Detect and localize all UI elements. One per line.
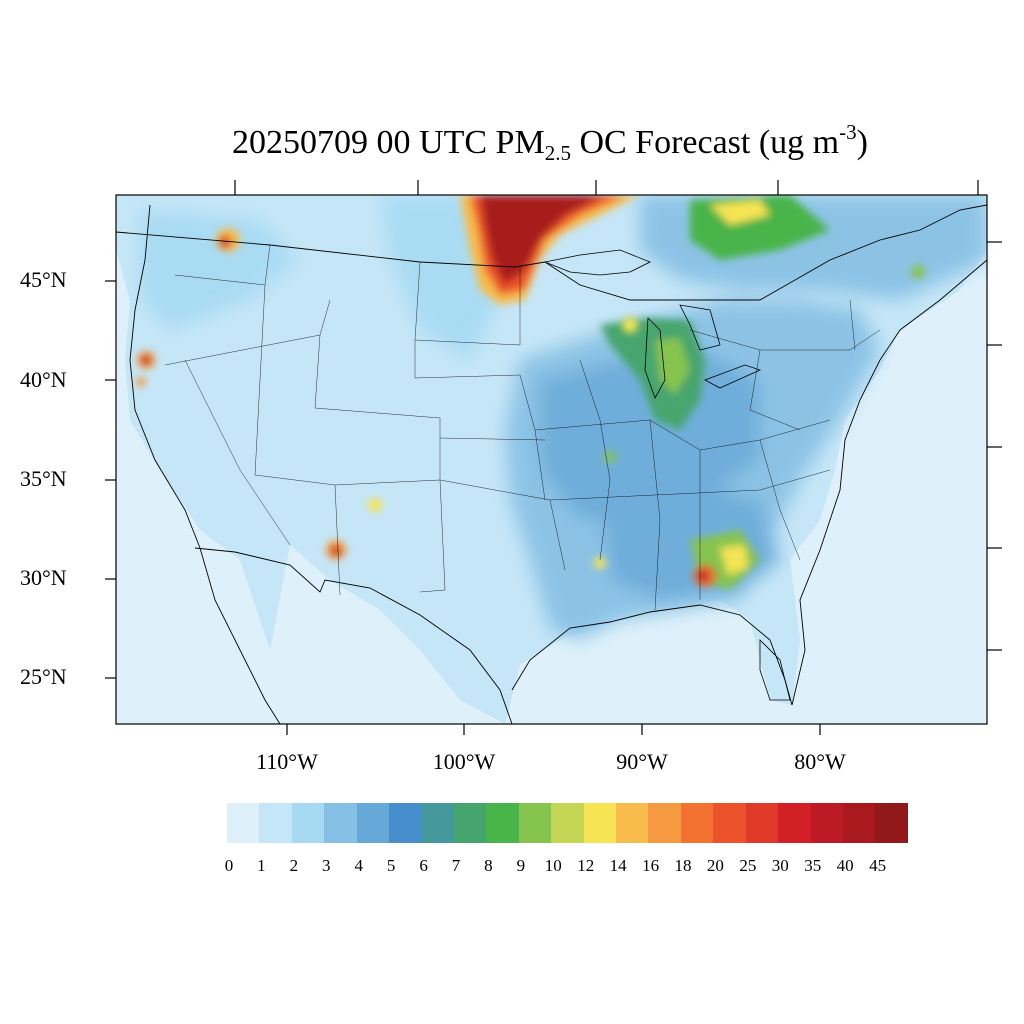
colorbar-swatch (810, 803, 844, 843)
colorbar-label: 40 (836, 856, 854, 875)
lat-label-40: 40°N (20, 367, 67, 392)
colorbar-label: 5 (386, 856, 396, 875)
colorbar-label: 6 (419, 856, 428, 875)
colorbar-swatch (745, 803, 779, 843)
colorbar-swatch (616, 803, 649, 843)
lon-label-100w: 100°W (432, 749, 496, 774)
colorbar-swatch (875, 803, 908, 843)
colorbar-label: 10 (544, 856, 562, 875)
minnesota-smoke-core (480, 195, 605, 285)
colorbar-label: 8 (484, 856, 493, 875)
pacific-coast (129, 204, 201, 549)
colorbar (227, 803, 908, 843)
colorbar-swatch (389, 803, 422, 843)
colorbar-label: 35 (804, 856, 822, 875)
hotspot-louisiana (594, 557, 606, 569)
lake-erie (704, 364, 762, 389)
colorbar-label: 3 (322, 856, 331, 875)
colorbar-swatch (324, 803, 357, 843)
hotspot-alabama-core (697, 570, 709, 582)
us-canada-border (116, 204, 987, 301)
hotspot-maine (911, 265, 925, 279)
midwest-plume (540, 350, 760, 520)
colorbar-swatch (648, 803, 681, 843)
colorbar-swatch (778, 803, 811, 843)
canada-east-yellow (710, 200, 770, 225)
us-mexico-border (194, 547, 513, 724)
lon-label-90w: 90°W (616, 749, 668, 774)
lake-superior (543, 249, 651, 276)
colorbar-swatch (551, 803, 584, 843)
colorbar-label: 30 (771, 856, 789, 875)
colorbar-label: 25 (739, 856, 757, 875)
colorbar-label: 20 (706, 856, 724, 875)
lake-huron (679, 304, 721, 351)
lake-michigan (644, 317, 666, 399)
lat-label-25: 25°N (20, 664, 67, 689)
colorbar-label: 2 (289, 856, 299, 875)
colorbar-swatch (583, 803, 617, 843)
lake-michigan-high (655, 338, 690, 395)
lon-label-110w: 110°W (256, 749, 318, 774)
georgia-yellow (720, 545, 748, 575)
colorbar-label: 9 (516, 856, 526, 875)
colorbar-label: 1 (257, 856, 266, 875)
colorbar-swatch (291, 803, 325, 843)
lat-label-35: 35°N (20, 466, 67, 491)
lon-label-80w: 80°W (794, 749, 846, 774)
gulf-coast (511, 604, 793, 706)
hotspot-michigan (622, 317, 638, 333)
colorbar-swatch (486, 803, 519, 843)
hotspot-washington-core (219, 236, 231, 248)
colorbar-label: 0 (224, 856, 234, 875)
hotspot-illinois (604, 451, 616, 463)
colorbar-swatch (356, 803, 390, 843)
chart-title: 20250709 00 UTC PM2.5 OC Forecast (ug m-… (232, 120, 868, 165)
lat-label-45: 45°N (20, 267, 67, 292)
colorbar-swatch (259, 803, 292, 843)
lat-label-30: 30°N (20, 565, 67, 590)
hotspot-arizona-core (331, 546, 341, 556)
hotspot-california-small (136, 377, 146, 387)
colorbar-label: 12 (577, 856, 595, 875)
colorbar-swatch (713, 803, 746, 843)
colorbar-label: 4 (354, 856, 363, 875)
hotspot-new-mexico (368, 498, 382, 512)
colorbar-label: 7 (451, 856, 461, 875)
atlantic-coast (791, 259, 987, 706)
colorbar-swatch (680, 803, 714, 843)
colorbar-swatch (227, 803, 260, 843)
colorbar-swatch (421, 803, 454, 843)
colorbar-swatch (843, 803, 876, 843)
map-frame (115, 194, 988, 725)
colorbar-label: 18 (674, 856, 692, 875)
florida-peninsula (759, 639, 791, 701)
colorbar-label: 45 (869, 856, 887, 875)
colorbar-swatch (453, 803, 487, 843)
pacific-northwest-plume (140, 210, 300, 330)
colorbar-label: 14 (609, 856, 627, 875)
colorbar-label: 16 (642, 856, 660, 875)
hotspot-california-north-core (141, 355, 151, 365)
colorbar-swatch (518, 803, 552, 843)
baja-coast (199, 547, 281, 724)
